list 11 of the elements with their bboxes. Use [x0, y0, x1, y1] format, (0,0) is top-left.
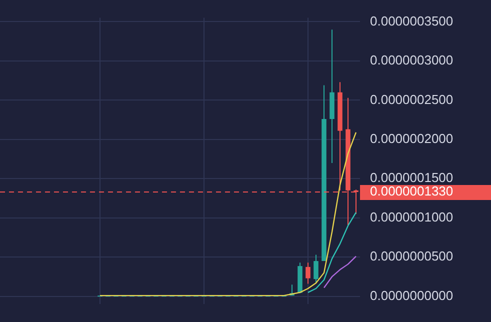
candlestick [306, 262, 310, 284]
y-tick-label: 0.0000003000 [370, 52, 454, 68]
y-tick-label: 0.0000002000 [370, 131, 454, 146]
y-tick-label: 0.0000000000 [370, 288, 454, 303]
y-tick-label: 0.0000001500 [370, 170, 454, 186]
ref-line-label: 0.0000001330 [370, 184, 454, 199]
y-tick-label: 0.0000002500 [370, 92, 454, 107]
y-tick-label: 0.0000003500 [370, 13, 454, 28]
y-tick-label: 0.0000000500 [370, 248, 454, 264]
candlestick [314, 254, 318, 284]
y-tick-label: 0.0000001000 [370, 209, 454, 224]
